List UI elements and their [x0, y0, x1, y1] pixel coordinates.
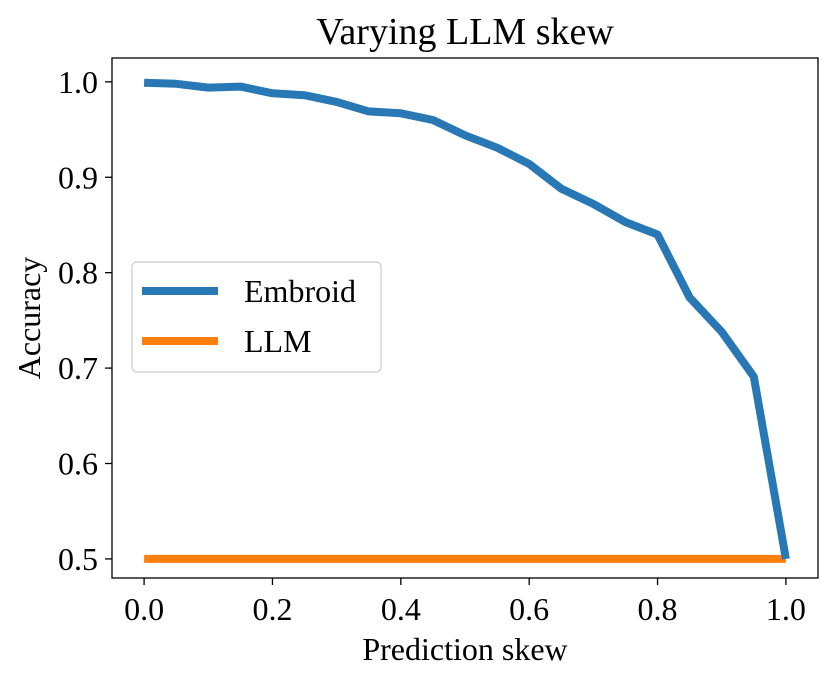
y-tick-label: 0.7: [58, 350, 98, 386]
x-axis-ticks: 0.0 0.2 0.4 0.6 0.8 1.0: [124, 578, 806, 627]
legend-label-embroid: Embroid: [244, 273, 356, 309]
x-tick-label: 0.6: [509, 591, 549, 627]
x-tick-label: 0.2: [252, 591, 292, 627]
plot-area: [111, 57, 819, 579]
x-axis-label: Prediction skew: [362, 631, 567, 667]
x-tick-label: 0.0: [124, 591, 164, 627]
chart-title: Varying LLM skew: [316, 11, 614, 53]
series-line-embroid: [143, 78, 790, 560]
y-tick-label: 0.5: [58, 541, 98, 577]
x-tick-label: 1.0: [766, 591, 806, 627]
legend-label-llm: LLM: [244, 323, 312, 359]
y-tick-label: 0.6: [58, 446, 98, 482]
y-tick-label: 0.8: [58, 255, 98, 291]
y-axis-ticks: 0.5 0.6 0.7 0.8 0.9 1.0: [58, 64, 112, 577]
y-tick-label: 0.9: [58, 159, 98, 195]
y-tick-label: 1.0: [58, 64, 98, 100]
y-axis-label: Accuracy: [11, 257, 47, 380]
x-tick-label: 0.4: [381, 591, 421, 627]
x-tick-label: 0.8: [638, 591, 678, 627]
series-layer: [143, 78, 790, 563]
legend: Embroid LLM: [131, 261, 382, 373]
